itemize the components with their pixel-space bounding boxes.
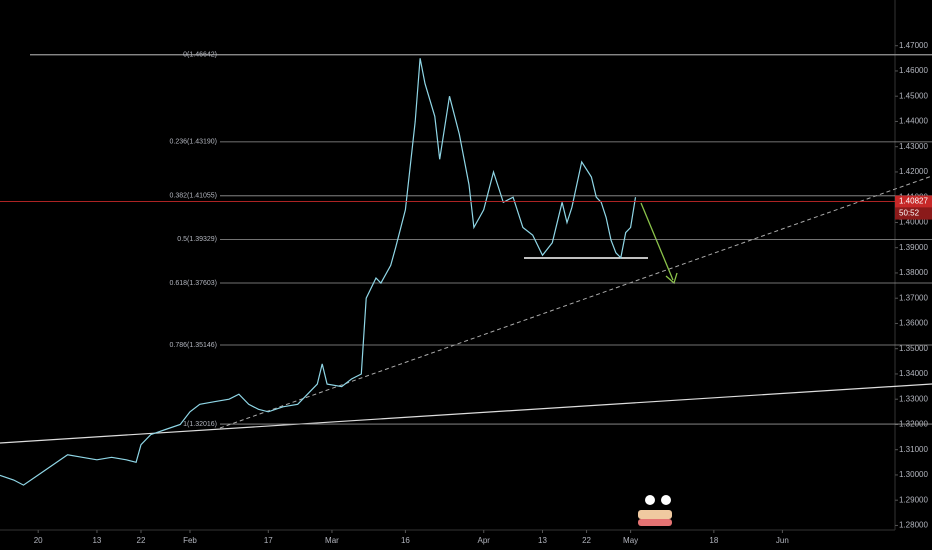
arrow — [640, 202, 674, 281]
x-tick-label: 22 — [137, 536, 146, 545]
y-tick-label: 1.42000 — [899, 167, 928, 176]
y-tick-label: 1.44000 — [899, 117, 928, 126]
x-tick-label: 13 — [538, 536, 547, 545]
countdown: 50:52 — [899, 209, 920, 218]
fib-label: 0.786(1.35146) — [170, 342, 217, 349]
y-tick-label: 1.28000 — [899, 521, 928, 530]
x-tick-label: Jun — [776, 536, 789, 545]
y-tick-label: 1.43000 — [899, 142, 928, 151]
y-tick-label: 1.34000 — [899, 369, 928, 378]
x-tick-label: Apr — [478, 536, 491, 545]
fib-label: 0.618(1.37603) — [170, 280, 217, 287]
x-tick-label: 22 — [582, 536, 591, 545]
y-tick-label: 1.36000 — [899, 319, 928, 328]
y-tick-label: 1.35000 — [899, 344, 928, 353]
y-tick-label: 1.45000 — [899, 91, 928, 100]
y-tick-label: 1.38000 — [899, 268, 928, 277]
x-tick-label: Mar — [325, 536, 339, 545]
x-tick-label: 13 — [92, 536, 101, 545]
y-tick-label: 1.31000 — [899, 445, 928, 454]
fib-label: 0.236(1.43190) — [170, 139, 217, 146]
fib-label: 1(1.32016) — [183, 421, 217, 428]
x-tick-label: 18 — [709, 536, 718, 545]
y-tick-label: 1.40000 — [899, 218, 928, 227]
y-tick-label: 1.30000 — [899, 470, 928, 479]
y-tick-label: 1.46000 — [899, 66, 928, 75]
x-tick-label: May — [623, 536, 638, 545]
y-tick-label: 1.37000 — [899, 293, 928, 302]
x-tick-label: 17 — [264, 536, 273, 545]
last-price-box — [895, 195, 932, 208]
y-tick-label: 1.47000 — [899, 41, 928, 50]
x-tick-label: 16 — [401, 536, 410, 545]
y-tick-label: 1.39000 — [899, 243, 928, 252]
fib-label: 0.382(1.41055) — [170, 193, 217, 200]
countdown-box — [895, 207, 932, 220]
fib-label: 0(1.46642) — [183, 52, 217, 59]
price-line — [0, 58, 637, 486]
last-price-label: 1.40827 — [899, 197, 928, 206]
x-tick-label: 20 — [34, 536, 43, 545]
y-tick-label: 1.33000 — [899, 394, 928, 403]
x-tick-label: Feb — [183, 536, 197, 545]
icon — [638, 495, 672, 526]
fib-label: 0.5(1.39329) — [177, 236, 217, 243]
y-tick-label: 1.29000 — [899, 495, 928, 504]
